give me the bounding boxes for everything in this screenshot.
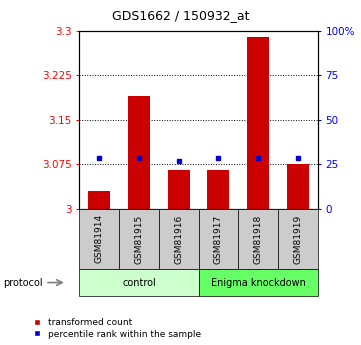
Text: GSM81919: GSM81919 [293,214,302,264]
Text: GSM81918: GSM81918 [254,214,262,264]
Bar [168,170,190,209]
Bar [128,96,150,209]
Bar [247,37,269,209]
Text: Enigma knockdown: Enigma knockdown [211,278,305,287]
Text: GSM81915: GSM81915 [135,214,143,264]
Text: GSM81914: GSM81914 [95,214,104,264]
Bar [208,170,229,209]
Legend: transformed count, percentile rank within the sample: transformed count, percentile rank withi… [34,318,201,339]
Text: GSM81917: GSM81917 [214,214,223,264]
Text: protocol: protocol [4,278,43,287]
Text: control: control [122,278,156,287]
Text: GDS1662 / 150932_at: GDS1662 / 150932_at [112,9,249,22]
Bar [287,164,309,209]
Bar [88,191,110,209]
Text: GSM81916: GSM81916 [174,214,183,264]
